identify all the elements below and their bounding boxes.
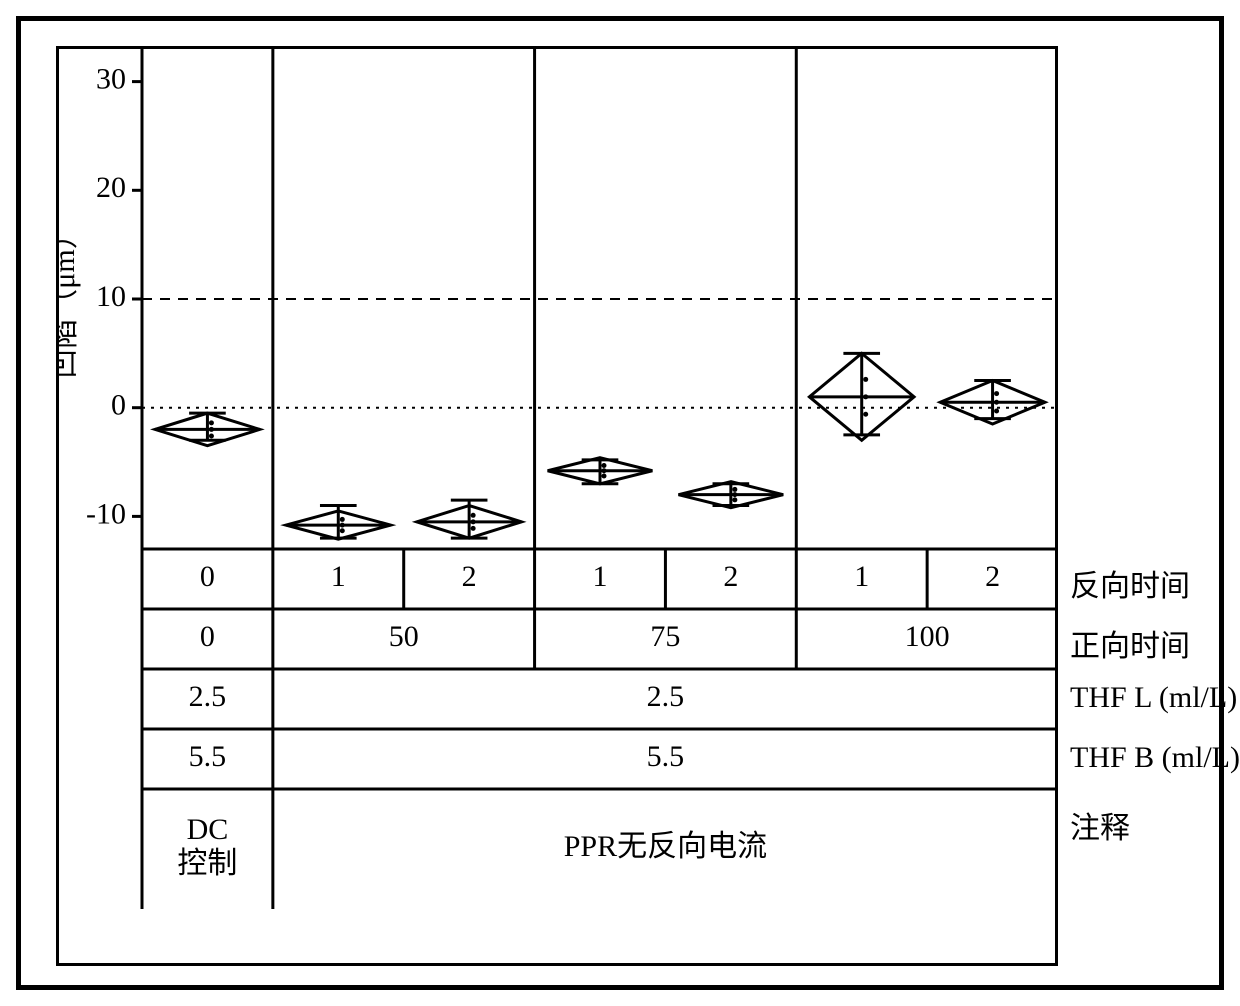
y-tick-label: 10 bbox=[96, 280, 126, 313]
table-cell-text: 1 bbox=[331, 560, 346, 593]
table-cell-text: 5.5 bbox=[647, 740, 685, 773]
row-label: 注释 bbox=[1070, 803, 1130, 847]
data-point bbox=[994, 408, 999, 413]
data-point bbox=[601, 468, 606, 473]
data-point bbox=[732, 487, 737, 492]
table-cell-text: 75 bbox=[650, 620, 680, 653]
data-point bbox=[732, 492, 737, 497]
table-cell-text: 100 bbox=[905, 620, 950, 653]
row-label: 反向时间 bbox=[1070, 561, 1190, 605]
y-tick-label: 0 bbox=[111, 389, 126, 422]
viewport: -100102030凹陷（μm）0121212050751002.52.55.5… bbox=[0, 0, 1240, 1006]
row-label: THF B (ml/L) bbox=[1070, 741, 1240, 775]
chart-svg: -100102030凹陷（μm）0121212050751002.52.55.5… bbox=[59, 49, 1055, 963]
row-label: THF L (ml/L) bbox=[1070, 681, 1237, 715]
y-tick-label: -10 bbox=[86, 497, 126, 530]
y-axis-title: 凹陷（μm） bbox=[59, 219, 81, 378]
row-label: 正向时间 bbox=[1070, 621, 1190, 665]
data-point bbox=[863, 377, 868, 382]
inner-frame: -100102030凹陷（μm）0121212050751002.52.55.5… bbox=[56, 46, 1058, 966]
table-cell-text: 控制 bbox=[177, 847, 237, 880]
data-point bbox=[471, 513, 476, 518]
data-point bbox=[340, 528, 345, 533]
table-cell-text: 2 bbox=[985, 560, 1000, 593]
data-point bbox=[340, 523, 345, 528]
data-point bbox=[209, 433, 214, 438]
data-point bbox=[471, 526, 476, 531]
table-cell-text: 2.5 bbox=[189, 680, 227, 713]
data-point bbox=[994, 400, 999, 405]
table-cell-text: PPR无反向电流 bbox=[564, 830, 767, 863]
data-point bbox=[994, 391, 999, 396]
data-point bbox=[209, 420, 214, 425]
table-cell-text: 2.5 bbox=[647, 680, 685, 713]
y-tick-label: 20 bbox=[96, 171, 126, 204]
table-cell-text: 0 bbox=[200, 560, 215, 593]
data-point bbox=[601, 463, 606, 468]
table-cell-text: 5.5 bbox=[189, 740, 227, 773]
data-point bbox=[340, 517, 345, 522]
data-point bbox=[863, 412, 868, 417]
table-cell-text: DC bbox=[187, 813, 229, 846]
table-cell-text: 50 bbox=[389, 620, 419, 653]
y-tick-label: 30 bbox=[96, 62, 126, 95]
table-cell-text: 2 bbox=[462, 560, 477, 593]
data-point bbox=[471, 519, 476, 524]
data-point bbox=[209, 427, 214, 432]
table-cell-text: 2 bbox=[723, 560, 738, 593]
data-point bbox=[601, 473, 606, 478]
table-cell-text: 0 bbox=[200, 620, 215, 653]
data-point bbox=[863, 394, 868, 399]
table-cell-text: 1 bbox=[854, 560, 869, 593]
table-cell-text: 1 bbox=[592, 560, 607, 593]
data-point bbox=[732, 497, 737, 502]
